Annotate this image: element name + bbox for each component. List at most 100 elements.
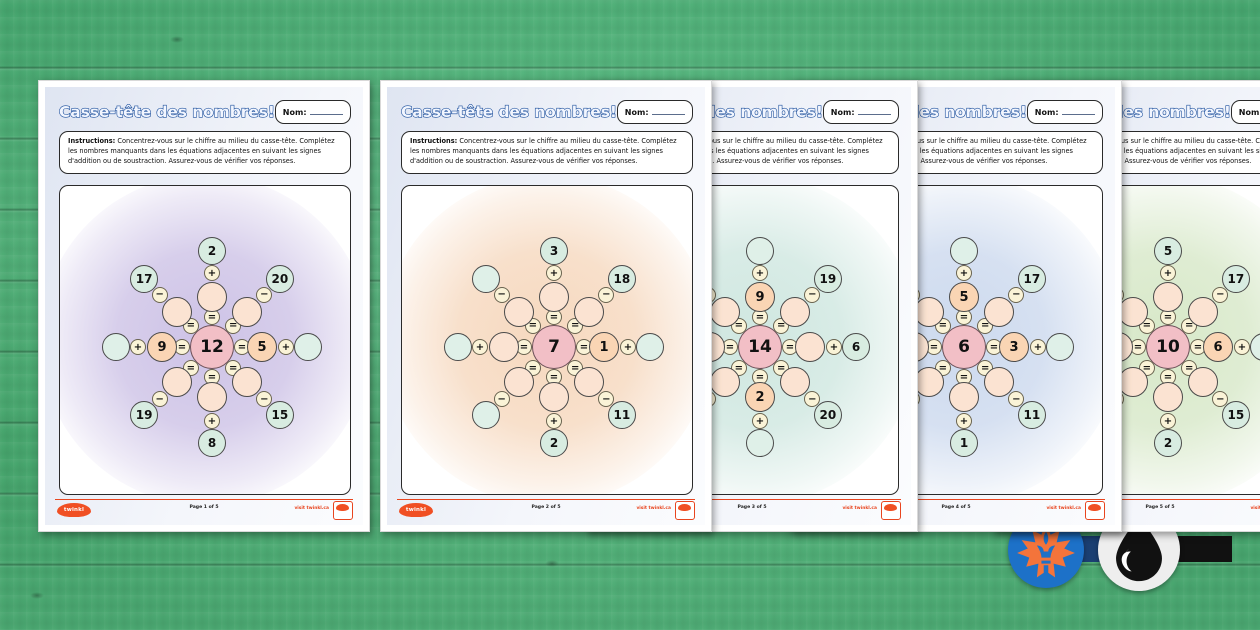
page-footer: twinkl Page 2 of 5 visit twinkl.ca (397, 499, 695, 521)
twinkl-logo[interactable]: twinkl (399, 503, 433, 517)
outer-circle-top_left[interactable] (472, 265, 501, 294)
page-number: Page 5 of 5 (1145, 505, 1175, 510)
outer-circle-bottom_left[interactable] (472, 400, 501, 429)
inner-circle-bottom_left[interactable] (1117, 367, 1148, 398)
outer-circle-top_left[interactable]: 17 (130, 265, 159, 294)
name-write-line[interactable] (309, 114, 343, 115)
inner-circle-right[interactable]: 3 (999, 332, 1029, 362)
name-write-line[interactable] (1061, 114, 1095, 115)
outer-circle-top[interactable]: 3 (540, 237, 568, 265)
inner-circle-bottom[interactable] (539, 382, 569, 412)
inner-circle-bottom_left[interactable] (913, 367, 944, 398)
name-write-line[interactable] (857, 114, 891, 115)
inner-circle-top_right[interactable] (984, 296, 1015, 327)
inner-circle-top_left[interactable] (503, 296, 534, 327)
inner-circle-bottom_right[interactable] (232, 367, 263, 398)
inner-circle-top_right[interactable] (232, 296, 263, 327)
outer-circle-top_right[interactable]: 20 (265, 265, 294, 294)
inner-circle-top[interactable]: 9 (745, 282, 775, 312)
inner-circle-top_left[interactable] (1117, 296, 1148, 327)
inner-circle-bottom_right[interactable] (1188, 367, 1219, 398)
inner-circle-bottom[interactable]: 2 (745, 382, 775, 412)
twinkl-mark-icon (333, 501, 353, 520)
outer-circle-right[interactable]: 6 (842, 333, 870, 361)
name-field[interactable]: Nom: (274, 100, 351, 124)
outer-circle-bottom[interactable]: 2 (1154, 429, 1182, 457)
outer-circle-right[interactable] (636, 333, 664, 361)
inner-circle-right[interactable]: 1 (589, 332, 619, 362)
outer-circle-bottom_right[interactable]: 15 (1221, 400, 1250, 429)
inner-circle-top[interactable] (539, 282, 569, 312)
twinkl-url[interactable]: visit twinkl.ca (1250, 506, 1260, 511)
outer-circle-bottom[interactable]: 2 (540, 429, 568, 457)
inner-circle-bottom_left[interactable] (709, 367, 740, 398)
outer-circle-top[interactable]: 2 (198, 237, 226, 265)
inner-circle-top_right[interactable] (574, 296, 605, 327)
operator-plus-right: + (826, 339, 842, 355)
inner-circle-bottom_right[interactable] (780, 367, 811, 398)
outer-circle-bottom[interactable]: 8 (198, 429, 226, 457)
operator-plus-right: + (278, 339, 294, 355)
name-write-line[interactable] (651, 114, 685, 115)
outer-circle-bottom_right[interactable]: 15 (265, 400, 294, 429)
outer-circle-top_right[interactable]: 17 (1221, 265, 1250, 294)
outer-circle-bottom[interactable]: 1 (950, 429, 978, 457)
outer-circle-top[interactable] (746, 237, 774, 265)
inner-circle-bottom_left[interactable] (503, 367, 534, 398)
operator-minus-top_left: − (493, 286, 510, 303)
operator-plus-bottom: + (546, 413, 562, 429)
inner-circle-bottom_right[interactable] (574, 367, 605, 398)
footer-divider (1011, 499, 1260, 500)
outer-circle-top[interactable] (950, 237, 978, 265)
worksheet-page-1[interactable]: Casse-tête des nombres! Nom: Instructions:… (38, 80, 370, 532)
twinkl-mark-icon (881, 501, 901, 520)
twinkl-url[interactable]: visit twinkl.ca (1046, 506, 1081, 511)
twinkl-url[interactable]: visit twinkl.ca (636, 506, 671, 511)
inner-circle-left[interactable] (489, 332, 519, 362)
outer-circle-bottom_left[interactable]: 19 (130, 400, 159, 429)
twinkl-url[interactable]: visit twinkl.ca (842, 506, 877, 511)
name-field[interactable]: Nom: (616, 100, 693, 124)
outer-circle-left[interactable] (444, 333, 472, 361)
puzzle-board: 7 = +3 = +2 = + = 1 + = − = −18 = − = −11 (401, 185, 693, 495)
inner-circle-bottom[interactable] (949, 382, 979, 412)
outer-circle-bottom_right[interactable]: 11 (1017, 400, 1046, 429)
twinkl-url[interactable]: visit twinkl.ca (294, 506, 329, 511)
inner-circle-right[interactable]: 6 (1203, 332, 1233, 362)
inner-circle-top[interactable]: 5 (949, 282, 979, 312)
name-field[interactable]: Nom: (822, 100, 899, 124)
outer-circle-bottom_right[interactable]: 20 (813, 400, 842, 429)
worksheet-page-2[interactable]: Casse-tête des nombres! Nom: Instructions:… (380, 80, 712, 532)
inner-circle-top_left[interactable] (161, 296, 192, 327)
inner-circle-bottom[interactable] (197, 382, 227, 412)
name-field[interactable]: Nom: (1026, 100, 1103, 124)
name-field[interactable]: Nom: (1230, 100, 1260, 124)
twinkl-mark-icon (1085, 501, 1105, 520)
outer-circle-top[interactable]: 5 (1154, 237, 1182, 265)
outer-circle-right[interactable] (1046, 333, 1074, 361)
inner-circle-top_left[interactable] (709, 296, 740, 327)
puzzle-center-number[interactable]: 14 (738, 325, 782, 369)
inner-circle-right[interactable]: 5 (247, 332, 277, 362)
inner-circle-bottom_left[interactable] (161, 367, 192, 398)
outer-circle-top_right[interactable]: 19 (813, 265, 842, 294)
inner-circle-left[interactable]: 9 (147, 332, 177, 362)
inner-circle-top_left[interactable] (913, 296, 944, 327)
instructions-text: Instructions: Concentrez-vous sur le chi… (68, 137, 335, 165)
inner-circle-top[interactable] (1153, 282, 1183, 312)
outer-circle-top_right[interactable]: 17 (1017, 265, 1046, 294)
inner-circle-top[interactable] (197, 282, 227, 312)
inner-circle-bottom[interactable] (1153, 382, 1183, 412)
inner-circle-top_right[interactable] (780, 296, 811, 327)
inner-circle-right[interactable] (795, 332, 825, 362)
inner-circle-top_right[interactable] (1188, 296, 1219, 327)
operator-plus-top: + (546, 265, 562, 281)
outer-circle-bottom[interactable] (746, 429, 774, 457)
outer-circle-top_right[interactable]: 18 (607, 265, 636, 294)
twinkl-logo[interactable]: twinkl (57, 503, 91, 517)
operator-plus-bottom: + (752, 413, 768, 429)
outer-circle-right[interactable] (294, 333, 322, 361)
outer-circle-bottom_right[interactable]: 11 (607, 400, 636, 429)
outer-circle-left[interactable] (102, 333, 130, 361)
inner-circle-bottom_right[interactable] (984, 367, 1015, 398)
